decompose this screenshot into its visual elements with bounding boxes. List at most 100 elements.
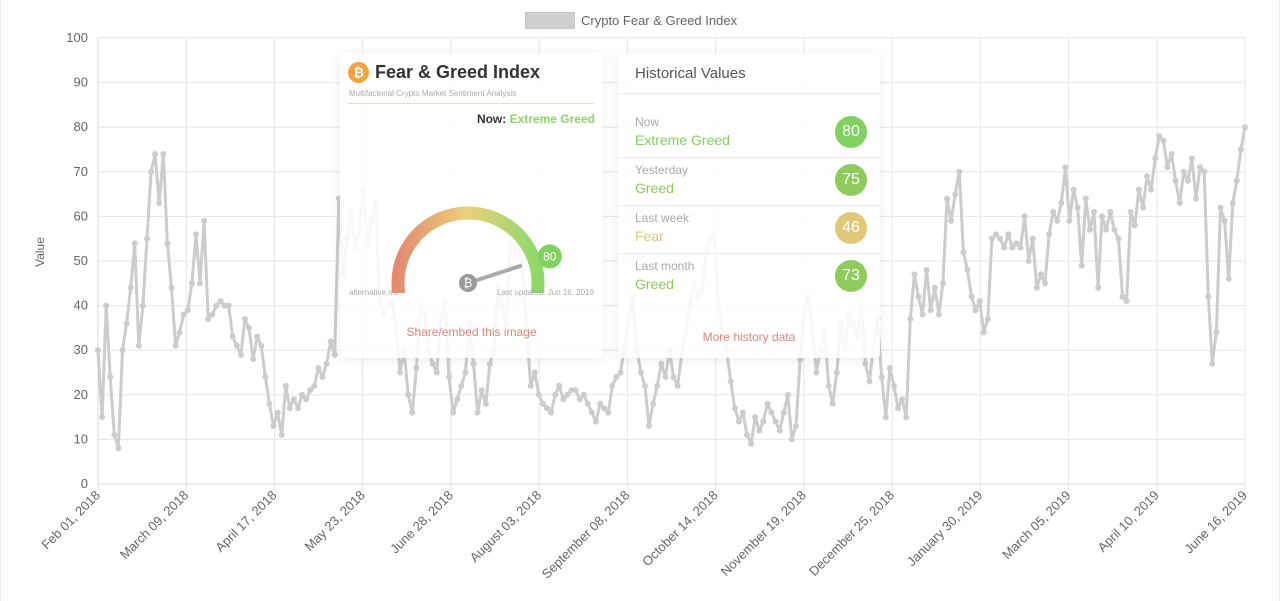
data-point [246,324,252,331]
data-point [1025,258,1032,264]
data-point [254,333,261,340]
x-tick-label: April 17, 2018 [212,488,279,555]
gauge-arc [391,206,545,293]
data-point [241,316,248,322]
data-point [564,391,571,398]
share-embed-link[interactable]: Share/embed this image [406,325,537,339]
data-point [135,342,142,349]
data-point [617,369,624,376]
data-point [95,347,101,354]
data-point [654,382,661,389]
x-tick-label: May 23, 2018 [302,488,368,554]
data-point [539,400,546,407]
data-point [1123,298,1130,305]
x-tick-label: August 03, 2018 [467,488,545,566]
data-point [813,369,820,376]
data-point [1078,262,1085,269]
data-point [111,431,118,438]
history-row-last-week: Last week Fear 46 [618,205,880,254]
data-point [450,409,457,416]
history-period: Now [635,115,660,129]
data-point [1140,204,1146,211]
data-point [646,423,652,429]
data-point [1095,284,1102,291]
gauge-needle [466,264,523,285]
data-point [744,431,750,438]
data-point [188,280,195,287]
gauge-value-badge [537,244,562,269]
data-point [303,396,310,403]
data-point [988,235,995,242]
data-point [862,360,869,367]
data-point [429,360,436,367]
fg-title-row: ₿ Fear & Greed Index [348,62,540,83]
fg-now-label: Now: [476,112,507,126]
data-point [788,436,795,443]
data-point [168,284,175,291]
data-point [1017,244,1024,251]
more-history-link[interactable]: More history data [702,330,796,344]
data-point [670,374,677,380]
data-point [895,405,901,412]
data-point [952,191,959,198]
chart-legend[interactable]: Crypto Fear & Greed Index [525,10,737,30]
data-point [99,414,106,421]
data-point [282,382,289,389]
fg-divider [348,103,594,104]
data-point [976,298,983,305]
data-point [1029,235,1036,242]
history-period: Last week [635,211,690,225]
data-point [907,316,914,322]
data-point [601,405,608,412]
data-point [764,400,771,407]
data-point [1135,186,1142,193]
data-point [1172,177,1179,184]
data-point [319,374,326,380]
data-point [331,351,338,358]
data-point [552,391,559,398]
x-tick-label: April 10, 2019 [1095,488,1162,555]
data-point [556,382,563,389]
data-point [1070,186,1077,193]
data-point [1209,360,1216,367]
data-point [258,342,265,349]
data-point [1176,200,1183,206]
data-point [1091,208,1097,215]
x-tick-label: Feb 01, 2018 [38,488,103,553]
data-point [1062,164,1069,171]
data-point [752,414,759,421]
data-point [139,302,146,309]
x-tick-label: October 14, 2018 [639,488,721,570]
data-point [486,360,493,367]
historical-values-card: Historical Values Now Extreme Greed 80 Y… [618,53,880,358]
data-point [250,356,257,363]
data-point [927,307,934,314]
data-point [576,396,583,403]
data-point [409,409,416,416]
data-point [1074,204,1081,211]
y-tick-label: 100 [66,30,88,45]
data-point [535,391,542,398]
data-point [939,280,946,287]
data-point [572,387,579,394]
history-row-yesterday: Yesterday Greed 75 [618,157,880,206]
data-point [548,409,555,416]
data-point [144,235,150,242]
data-point [311,382,318,389]
data-point [184,307,191,314]
y-tick-label: 10 [74,431,88,446]
data-point [229,333,236,340]
data-point [1193,195,1199,202]
data-point [935,311,942,318]
bitcoin-icon: ₿ [348,62,369,83]
x-tick-label: November 19, 2018 [718,488,809,579]
data-point [829,400,836,407]
x-tick-label: September 08, 2018 [539,488,633,582]
data-point [148,168,155,175]
data-point [980,329,987,336]
data-point [931,284,938,291]
data-point [878,374,885,380]
x-tick-label: December 25, 2018 [806,488,897,579]
data-point [593,418,599,425]
data-point [1233,177,1240,184]
